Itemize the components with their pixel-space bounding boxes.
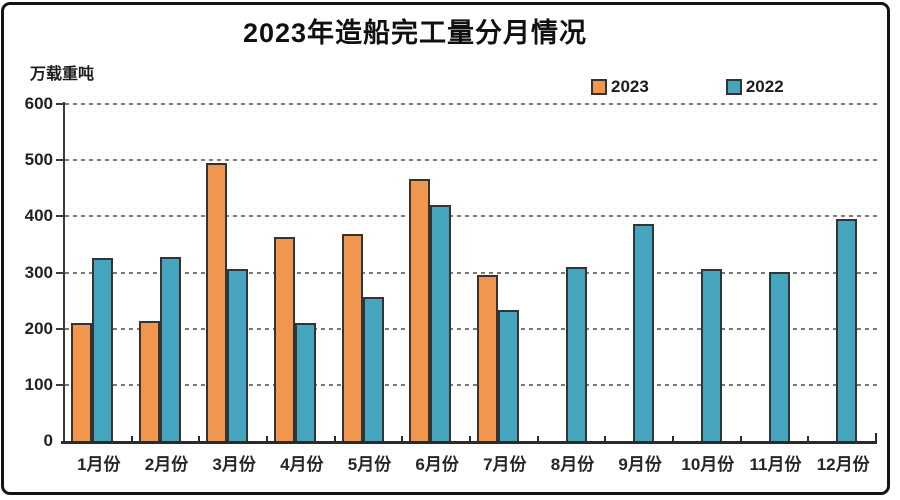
bar-2023-1月份 [71, 322, 92, 441]
x-tick-label-1月份: 1月份 [77, 455, 121, 474]
x-tick-4 [333, 436, 336, 441]
y-tick-label-600: 600 [24, 94, 53, 113]
bar-2022-9月份 [633, 223, 655, 441]
y-tick-label-100: 100 [24, 374, 53, 394]
x-tick-label-6月份: 6月份 [415, 455, 459, 474]
bar-2022-8月份 [565, 267, 587, 441]
x-tick-label-11月份: 11月份 [749, 455, 802, 474]
x-tick-label-5月份: 5月份 [347, 455, 392, 474]
x-tick-label-10月份: 10月份 [681, 455, 735, 474]
gridline-600 [65, 103, 877, 105]
y-tick-500 [56, 159, 64, 162]
bar-2022-3月份 [227, 268, 249, 441]
gridline-500 [65, 159, 877, 162]
gridline-300 [65, 271, 877, 274]
x-tick-label-8月份: 8月份 [550, 455, 595, 474]
bar-2022-5月份 [362, 297, 384, 441]
x-tick-11 [807, 436, 810, 441]
y-tick-label-400: 400 [24, 206, 53, 226]
y-axis [63, 102, 65, 441]
x-tick-8 [604, 436, 607, 441]
legend-item-2022: 2022 [725, 77, 784, 97]
y-tick-200 [56, 327, 64, 330]
legend: 2023 2022 [591, 77, 784, 97]
bar-2022-1月份 [92, 258, 113, 441]
bar-2023-3月份 [206, 162, 228, 441]
x-tick-6 [469, 436, 471, 441]
gridline-200 [65, 327, 877, 330]
bar-2023-5月份 [341, 234, 363, 441]
legend-swatch-2023-icon [591, 79, 607, 95]
gridline-100 [65, 383, 877, 386]
bar-2022-4月份 [295, 323, 316, 441]
y-axis-unit-label: 万载重吨 [30, 66, 95, 83]
bar-2023-6月份 [409, 178, 431, 441]
x-tick-3 [266, 436, 268, 441]
bar-2022-2月份 [159, 256, 181, 441]
x-tick-label-9月份: 9月份 [618, 455, 662, 474]
y-tick-label-300: 300 [24, 262, 53, 282]
x-tick-label-7月份: 7月份 [483, 455, 527, 474]
legend-label-2022: 2022 [745, 77, 784, 96]
bar-2022-6月份 [430, 204, 452, 441]
x-tick-label-2月份: 2月份 [144, 455, 189, 474]
y-tick-100 [56, 383, 64, 386]
x-axis [61, 441, 877, 444]
gridline-400 [65, 215, 877, 218]
legend-label-2023: 2023 [611, 77, 649, 96]
y-tick-400 [56, 215, 64, 218]
x-tick-label-3月份: 3月份 [212, 455, 256, 474]
x-tick-label-12月份: 12月份 [816, 455, 870, 474]
chart-title: 2023年造船完工量分月情况 [242, 18, 588, 48]
x-tick-7 [536, 436, 539, 441]
bar-2022-7月份 [498, 310, 519, 441]
y-tick-300 [56, 271, 64, 274]
x-tick-10 [739, 436, 742, 441]
y-tick-label-200: 200 [24, 318, 53, 338]
bar-2022-11月份 [768, 271, 790, 441]
plot-area: 0 100 200 300 400 500 600 1月份 2月份 3月份 4月份 5月份 6月份 7月份… [25, 94, 877, 474]
x-tick-9 [672, 436, 674, 441]
bar-2022-12月份 [836, 219, 858, 441]
legend-swatch-2022-icon [725, 79, 742, 95]
x-tick-5 [401, 436, 404, 441]
bar-2022-10月份 [701, 269, 722, 441]
x-tick-label-4月份: 4月份 [280, 455, 324, 474]
x-tick-2 [198, 436, 201, 441]
y-tick-label-500: 500 [24, 150, 53, 170]
x-tick-1 [130, 436, 133, 441]
bar-2023-7月份 [477, 274, 498, 441]
y-tick-label-0: 0 [43, 431, 53, 450]
bar-2023-2月份 [138, 320, 160, 441]
y-tick-600 [56, 103, 64, 105]
legend-item-2023: 2023 [591, 77, 649, 97]
x-axis-end-tick [875, 433, 877, 441]
bar-2023-4月份 [274, 237, 295, 441]
